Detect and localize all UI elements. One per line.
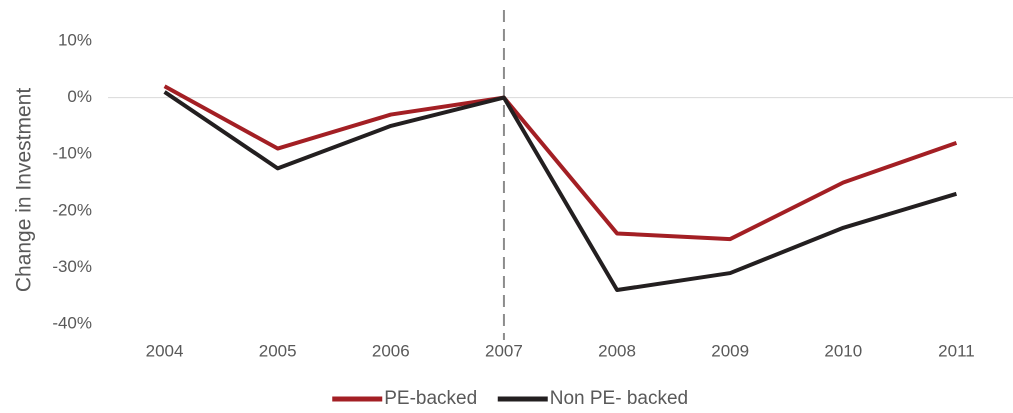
y-tick-label: -30% (52, 257, 92, 276)
y-tick-label: -20% (52, 200, 92, 219)
y-tick-label: -40% (52, 313, 92, 332)
series-line (163, 90, 958, 293)
x-tick-label: 2004 (146, 341, 184, 360)
y-tick-label: -10% (52, 144, 92, 163)
series-line (163, 84, 958, 242)
x-tick-label: 2008 (598, 341, 636, 360)
y-tick-label: 10% (58, 30, 92, 49)
x-tick-label: 2010 (824, 341, 862, 360)
legend-label: Non PE- backed (550, 388, 688, 409)
x-tick-label: 2006 (372, 341, 410, 360)
y-axis-label: Change in Investment (13, 88, 36, 292)
y-tick-label: 0% (67, 87, 92, 106)
x-tick-label: 2005 (259, 341, 297, 360)
x-tick-label: 2007 (485, 341, 523, 360)
legend-label: PE-backed (384, 388, 477, 409)
x-tick-label: 2009 (711, 341, 749, 360)
x-tick-label: 2011 (938, 341, 975, 360)
